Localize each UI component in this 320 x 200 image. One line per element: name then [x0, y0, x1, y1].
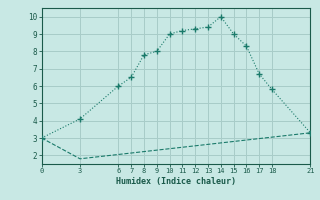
X-axis label: Humidex (Indice chaleur): Humidex (Indice chaleur)	[116, 177, 236, 186]
